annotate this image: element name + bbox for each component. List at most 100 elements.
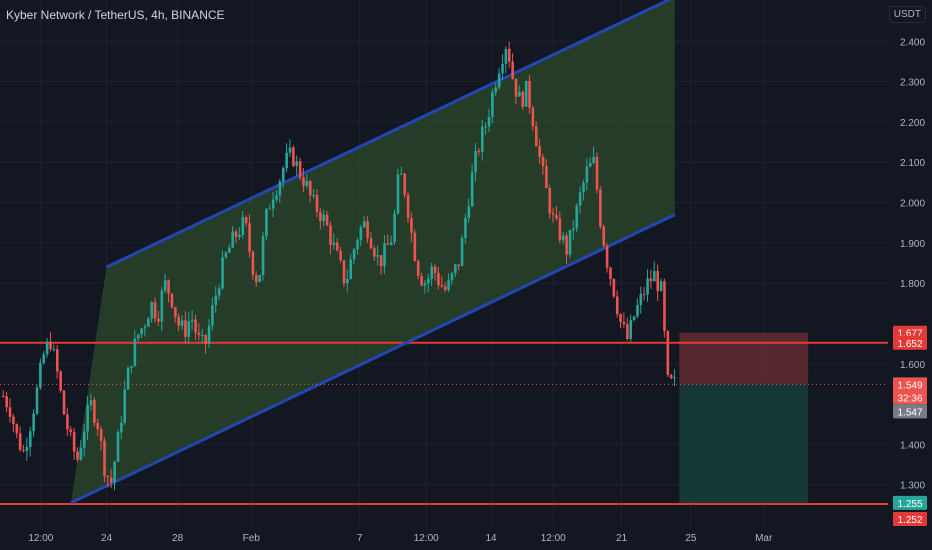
candle-body (25, 446, 29, 451)
candle-body (528, 80, 531, 108)
candle-body (352, 249, 356, 260)
candle-body (386, 243, 390, 245)
candle-body (167, 280, 170, 294)
candle-body (133, 338, 137, 366)
candle-body (221, 257, 224, 289)
currency-label[interactable]: USDT (888, 6, 926, 23)
channel-area (71, 0, 675, 503)
candle-body (464, 218, 467, 238)
candle-body (217, 288, 221, 296)
candle-body (170, 293, 174, 308)
candle-body (531, 107, 535, 127)
candle-body (376, 255, 380, 257)
candle-body (406, 194, 410, 218)
candle-body (639, 293, 643, 306)
candle-body (194, 319, 197, 333)
candle-body (373, 248, 376, 257)
candle-body (504, 48, 508, 64)
candle-body (673, 377, 676, 379)
candle-body (568, 229, 572, 255)
price-tag-label: 1.677 (897, 329, 922, 340)
candle-body (12, 416, 15, 425)
candle-body (410, 217, 413, 233)
x-tick-label: 14 (486, 533, 498, 544)
candle-body (248, 223, 251, 252)
price-tag (893, 404, 927, 419)
candle-body (389, 242, 393, 245)
x-tick-label: Mar (755, 533, 773, 544)
candle-body (241, 217, 245, 235)
candle-body (281, 168, 285, 182)
candle-body (174, 307, 177, 317)
candle-body (319, 211, 322, 222)
candle-body (663, 281, 666, 332)
candle-body (561, 235, 565, 241)
price-tag (893, 377, 927, 392)
candle-body (501, 63, 504, 74)
candle-body (39, 363, 42, 388)
candle-body (76, 451, 79, 460)
candle-body (86, 405, 89, 432)
candle-body (99, 429, 103, 441)
x-tick-label: 12:00 (28, 533, 53, 544)
candle-body (72, 432, 76, 452)
candle-body (518, 91, 521, 97)
candle-body (346, 278, 349, 284)
take-profit-zone (679, 384, 809, 503)
y-tick-label: 2.000 (900, 199, 925, 210)
candle-body (400, 173, 403, 175)
candle-body (113, 461, 116, 483)
candle-body (649, 278, 653, 282)
candle-body (578, 192, 582, 206)
price-tag-label: 1.547 (897, 407, 922, 418)
candle-body (207, 325, 211, 344)
x-tick-label: 21 (616, 533, 628, 544)
candle-body (450, 273, 454, 281)
candle-body (35, 387, 39, 414)
candle-body (244, 217, 248, 224)
candle-body (153, 302, 157, 319)
candle-body (224, 252, 228, 258)
x-tick-label: 12:00 (414, 533, 439, 544)
candle-body (622, 321, 626, 325)
candle-body (285, 152, 288, 169)
candle-body (2, 396, 5, 398)
candle-body (258, 275, 261, 282)
candle-body (629, 320, 633, 339)
candle-body (626, 324, 629, 339)
candle-body (656, 271, 660, 292)
y-tick-label: 2.300 (900, 78, 925, 89)
candle-body (140, 328, 143, 335)
candle-body (28, 431, 32, 447)
candle-body (187, 321, 191, 337)
candle-body (52, 349, 56, 351)
candle-body (615, 296, 619, 315)
candle-body (588, 162, 592, 167)
candle-body (180, 320, 184, 326)
candle-body (420, 276, 423, 286)
candle-body (335, 242, 339, 251)
candle-body (605, 245, 609, 268)
channel-upper-line (105, 0, 672, 269)
candle-body (342, 260, 346, 284)
y-tick-label: 1.400 (900, 440, 925, 451)
candle-body (312, 195, 315, 197)
candle-body (201, 334, 204, 336)
candle-body (325, 214, 329, 226)
candle-body (211, 305, 214, 326)
candle-body (292, 147, 295, 166)
candle-body (507, 48, 511, 62)
candle-body (366, 221, 369, 239)
candle-body (190, 319, 194, 322)
candle-body (96, 422, 100, 430)
candle-body (555, 214, 558, 219)
candle-body (103, 440, 106, 476)
x-tick-label: 7 (357, 533, 363, 544)
candle-body (565, 235, 568, 255)
candle-body (278, 181, 282, 196)
candle-body (666, 331, 670, 376)
candle-body (457, 264, 460, 266)
candle-body (484, 126, 487, 128)
candle-body (163, 280, 167, 291)
